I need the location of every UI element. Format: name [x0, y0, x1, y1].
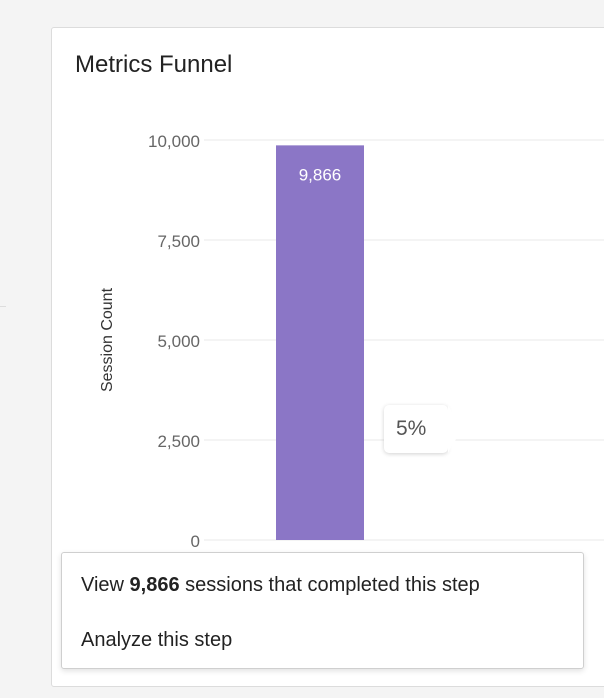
conversion-rate-badge: 5%	[384, 405, 462, 453]
y-tick-label: 5,000	[157, 332, 200, 351]
view-prefix: View	[81, 574, 130, 596]
view-sessions-link[interactable]: View 9,866 sessions that completed this …	[81, 574, 480, 597]
card-title: Metrics Funnel	[75, 51, 233, 78]
step-popup-menu: View 9,866 sessions that completed this …	[61, 552, 584, 669]
analyze-step-link[interactable]: Analyze this step	[81, 629, 233, 651]
bar-value-label: 9,866	[299, 165, 342, 184]
y-tick-label: 7,500	[157, 232, 200, 251]
divider	[0, 306, 6, 307]
y-tick-label: 10,000	[148, 132, 200, 151]
y-axis-label: Session Count	[99, 287, 116, 392]
funnel-bar[interactable]	[276, 145, 364, 541]
session-count: 9,866	[129, 574, 180, 596]
view-suffix: sessions that completed this step	[179, 574, 480, 596]
y-tick-label: 0	[191, 532, 200, 551]
y-tick-label: 2,500	[157, 432, 200, 451]
